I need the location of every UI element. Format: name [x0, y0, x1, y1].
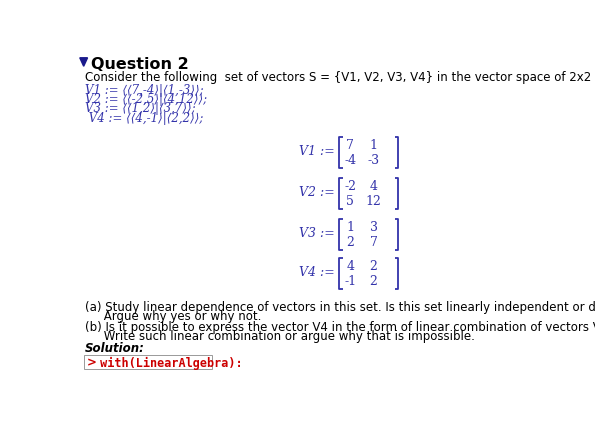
Text: 5: 5	[346, 195, 354, 208]
Text: -1: -1	[345, 275, 356, 288]
Text: Write such linear combination or argue why that is impossible.: Write such linear combination or argue w…	[85, 330, 475, 343]
Text: 1: 1	[346, 221, 354, 234]
Text: 1: 1	[369, 140, 377, 152]
Text: -3: -3	[368, 154, 380, 167]
Text: 2: 2	[369, 260, 377, 273]
Text: 7: 7	[346, 140, 354, 152]
Text: V3 := ⟨⟨1,2⟩|⟨3,7⟩⟩;: V3 := ⟨⟨1,2⟩|⟨3,7⟩⟩;	[85, 102, 196, 116]
Text: -4: -4	[345, 154, 356, 167]
Text: with(LinearAlgebra):: with(LinearAlgebra):	[93, 357, 243, 369]
Text: V4 :=: V4 :=	[299, 266, 335, 279]
Text: 12: 12	[365, 195, 381, 208]
Text: V2 := ⟨⟨-2,5⟩|⟨4,12⟩⟩;: V2 := ⟨⟨-2,5⟩|⟨4,12⟩⟩;	[85, 93, 207, 106]
Text: >: >	[87, 357, 96, 369]
Text: (a) Study linear dependence of vectors in this set. Is this set linearly indepen: (a) Study linear dependence of vectors i…	[85, 301, 595, 314]
Text: V2 :=: V2 :=	[299, 186, 335, 199]
Text: 2: 2	[346, 236, 354, 249]
Text: 4: 4	[369, 180, 377, 193]
Text: V4 := ⟨⟨4,-1⟩|⟨2,2⟩⟩;: V4 := ⟨⟨4,-1⟩|⟨2,2⟩⟩;	[85, 112, 203, 124]
Text: (b) Is it possible to express the vector V4 in the form of linear combination of: (b) Is it possible to express the vector…	[85, 321, 595, 334]
Text: 7: 7	[369, 236, 377, 249]
Text: 4: 4	[346, 260, 354, 273]
FancyBboxPatch shape	[84, 355, 212, 369]
Text: V1 :=: V1 :=	[299, 145, 335, 158]
Text: Consider the following  set of vectors S = {V1, V2, V3, V4} in the vector space : Consider the following set of vectors S …	[85, 71, 595, 84]
Text: 2: 2	[369, 275, 377, 288]
Text: -2: -2	[345, 180, 356, 193]
Polygon shape	[80, 58, 87, 66]
Text: Argue why yes or why not.: Argue why yes or why not.	[85, 311, 262, 323]
Text: Solution:: Solution:	[85, 342, 145, 355]
Text: Question 2: Question 2	[90, 57, 189, 72]
Text: 3: 3	[369, 221, 377, 234]
Text: V3 :=: V3 :=	[299, 227, 335, 240]
Text: V1 := ⟨⟨7,-4⟩|⟨1,-3⟩⟩;: V1 := ⟨⟨7,-4⟩|⟨1,-3⟩⟩;	[85, 84, 204, 97]
